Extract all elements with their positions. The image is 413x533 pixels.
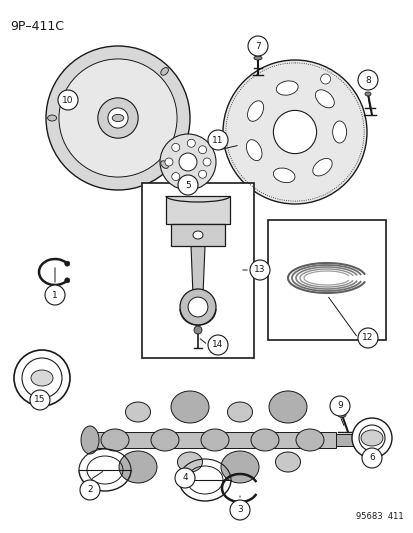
Text: 13: 13	[254, 265, 265, 274]
Circle shape	[171, 173, 179, 181]
Bar	[171, 224, 224, 246]
Ellipse shape	[295, 429, 323, 451]
Text: 6: 6	[368, 454, 374, 463]
Bar	[267, 220, 385, 340]
Bar	[88, 432, 335, 448]
Text: 3: 3	[237, 505, 242, 514]
Circle shape	[80, 480, 100, 500]
Ellipse shape	[177, 452, 202, 472]
Circle shape	[175, 468, 195, 488]
Text: 4: 4	[182, 473, 188, 482]
Circle shape	[59, 59, 177, 177]
Ellipse shape	[221, 451, 259, 483]
Circle shape	[320, 74, 330, 84]
Circle shape	[223, 60, 366, 204]
Circle shape	[178, 175, 197, 195]
Circle shape	[64, 261, 69, 266]
Text: 9P–411C: 9P–411C	[10, 20, 64, 33]
Ellipse shape	[125, 402, 150, 422]
Circle shape	[64, 278, 69, 283]
Ellipse shape	[31, 370, 53, 386]
Ellipse shape	[276, 81, 297, 95]
Ellipse shape	[254, 56, 261, 60]
Ellipse shape	[47, 115, 57, 121]
Circle shape	[159, 134, 216, 190]
Ellipse shape	[364, 92, 370, 96]
Ellipse shape	[112, 115, 123, 122]
Ellipse shape	[192, 231, 202, 239]
Bar	[166, 196, 230, 224]
Ellipse shape	[250, 429, 278, 451]
Text: 11: 11	[212, 135, 223, 144]
Ellipse shape	[151, 429, 178, 451]
Ellipse shape	[81, 426, 99, 454]
Circle shape	[194, 326, 202, 334]
Circle shape	[329, 396, 349, 416]
Circle shape	[97, 98, 138, 138]
Polygon shape	[190, 246, 204, 295]
Text: 7: 7	[254, 42, 260, 51]
Ellipse shape	[247, 101, 263, 122]
Circle shape	[22, 358, 62, 398]
Circle shape	[361, 448, 381, 468]
Bar	[142, 183, 254, 358]
Text: 1: 1	[52, 290, 58, 300]
Bar	[335, 434, 370, 446]
Ellipse shape	[246, 140, 261, 160]
Ellipse shape	[160, 161, 168, 168]
Text: 5: 5	[185, 181, 190, 190]
Circle shape	[46, 46, 190, 190]
Ellipse shape	[160, 68, 168, 75]
Circle shape	[14, 350, 70, 406]
Circle shape	[230, 500, 249, 520]
Circle shape	[30, 390, 50, 410]
Circle shape	[207, 335, 228, 355]
Ellipse shape	[360, 430, 382, 446]
Text: 15: 15	[34, 395, 46, 405]
Circle shape	[207, 130, 228, 150]
Circle shape	[249, 260, 269, 280]
Text: 9: 9	[336, 401, 342, 410]
Circle shape	[357, 328, 377, 348]
Ellipse shape	[171, 391, 209, 423]
Ellipse shape	[337, 413, 345, 417]
Circle shape	[202, 158, 211, 166]
Circle shape	[188, 297, 207, 317]
Circle shape	[357, 70, 377, 90]
Ellipse shape	[201, 429, 228, 451]
Circle shape	[108, 108, 128, 128]
Circle shape	[273, 110, 316, 154]
Circle shape	[187, 139, 195, 147]
Circle shape	[198, 170, 206, 178]
Circle shape	[171, 143, 179, 151]
Circle shape	[358, 425, 384, 451]
Circle shape	[164, 158, 173, 166]
Ellipse shape	[101, 429, 129, 451]
Text: 10: 10	[62, 95, 74, 104]
Ellipse shape	[332, 121, 346, 143]
Circle shape	[58, 90, 78, 110]
Circle shape	[198, 146, 206, 154]
Ellipse shape	[273, 168, 294, 183]
Text: 2: 2	[87, 486, 93, 495]
Circle shape	[247, 36, 267, 56]
Text: 8: 8	[364, 76, 370, 85]
Ellipse shape	[312, 158, 331, 176]
Ellipse shape	[275, 452, 300, 472]
Text: 95683  411: 95683 411	[356, 512, 403, 521]
Ellipse shape	[119, 451, 157, 483]
Circle shape	[178, 153, 197, 171]
Circle shape	[187, 177, 195, 185]
Circle shape	[180, 289, 216, 325]
Text: 14: 14	[212, 341, 223, 350]
Text: 12: 12	[361, 334, 373, 343]
Ellipse shape	[268, 391, 306, 423]
Ellipse shape	[227, 402, 252, 422]
Circle shape	[351, 418, 391, 458]
Circle shape	[45, 285, 65, 305]
Ellipse shape	[315, 90, 333, 108]
